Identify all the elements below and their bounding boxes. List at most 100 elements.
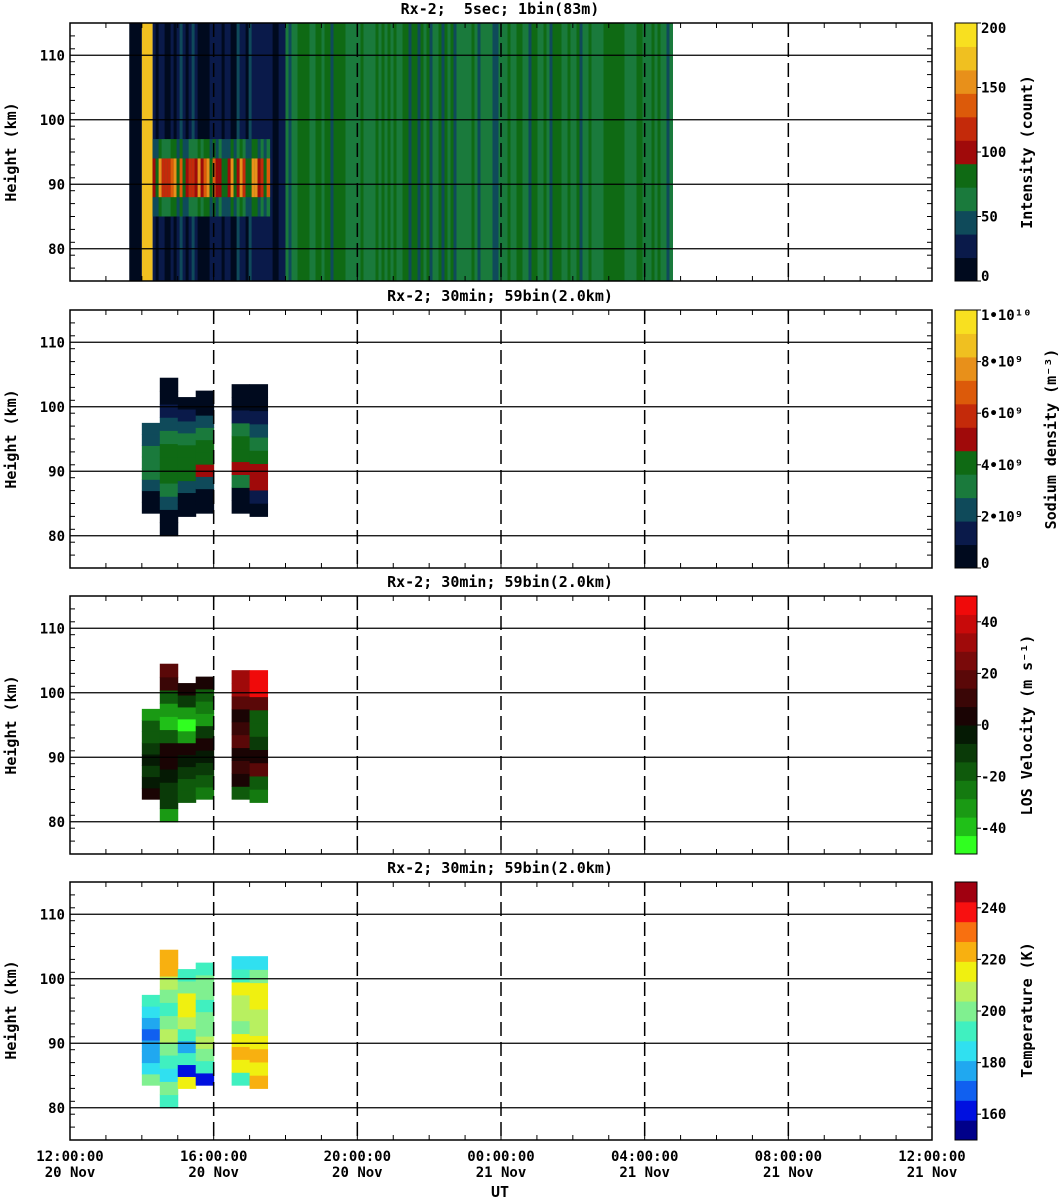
colorbar-tick-label: 0 <box>981 556 989 572</box>
intensity-streak <box>606 23 610 281</box>
data-cell <box>177 1040 197 1054</box>
sodium-layer-core <box>191 158 196 198</box>
intensity-streak <box>549 23 553 281</box>
intensity-streak <box>426 23 430 281</box>
intensity-streak <box>621 23 625 281</box>
plot-frame <box>69 22 933 282</box>
intensity-streak <box>366 23 370 281</box>
intensity-streak <box>339 23 343 281</box>
y-axis-title-sodium-density: Height (km) <box>2 389 20 488</box>
y-tick-label: 110 <box>40 621 65 637</box>
data-cell <box>159 404 179 418</box>
intensity-streak <box>552 23 556 281</box>
data-cell <box>195 1023 215 1037</box>
colorbar-segment <box>955 725 977 744</box>
data-cell <box>177 1076 197 1089</box>
y-tick-label: 110 <box>40 335 65 351</box>
y-tick-label: 80 <box>48 1101 65 1117</box>
data-cell <box>159 755 179 770</box>
x-tick-label-time: 20:00:00 <box>324 1149 391 1165</box>
data-cell <box>249 1035 269 1050</box>
intensity-streak <box>663 23 667 281</box>
sodium-layer-core <box>194 158 199 198</box>
intensity-streak <box>348 23 352 281</box>
data-cell <box>195 987 215 1000</box>
data-cell <box>159 729 179 744</box>
intensity-streak <box>351 23 355 281</box>
data-cell <box>141 490 161 503</box>
data-cell <box>231 1020 251 1035</box>
x-tick-label-date: 20 Nov <box>332 1165 383 1181</box>
sodium-layer-core <box>152 158 157 198</box>
data-cell <box>231 670 251 684</box>
data-cell <box>249 762 269 777</box>
data-cell <box>231 786 251 800</box>
y-tick-label: 90 <box>48 464 65 480</box>
data-cell <box>177 778 197 791</box>
data-cell <box>231 435 251 450</box>
data-cell <box>177 492 197 505</box>
colorbar-segment <box>955 651 977 671</box>
data-cell <box>231 1072 251 1086</box>
data-cell <box>231 760 251 774</box>
intensity-streak <box>594 23 598 281</box>
data-cell <box>159 769 179 783</box>
intensity-streak <box>624 23 628 281</box>
intensity-streak <box>303 23 307 281</box>
x-tick-label-date: 20 Nov <box>188 1165 239 1181</box>
colorbar-segment <box>955 901 977 923</box>
colorbar-tick-label: 2•10⁹ <box>981 509 1023 525</box>
x-tick-label-date: 20 Nov <box>45 1165 96 1181</box>
sodium-layer-core <box>236 158 241 198</box>
x-tick-label-date: 21 Nov <box>619 1165 670 1181</box>
y-tick-label: 110 <box>40 48 65 64</box>
intensity-streak <box>309 23 313 281</box>
colorbar-tick-label: 150 <box>981 81 1006 97</box>
data-cell <box>177 468 197 482</box>
colorbar-segment <box>955 140 977 165</box>
sodium-layer-core <box>242 158 247 198</box>
intensity-streak <box>315 23 319 281</box>
intensity-streak <box>588 23 592 281</box>
data-cell <box>249 1075 269 1089</box>
intensity-streak <box>669 23 673 281</box>
data-cell <box>159 443 179 458</box>
data-cell <box>195 500 215 514</box>
intensity-streak <box>612 23 616 281</box>
data-cell <box>231 994 251 1009</box>
data-cell <box>177 1052 197 1066</box>
y-tick-label: 100 <box>40 400 65 416</box>
y-tick-label: 80 <box>48 815 65 831</box>
y-tick-label: 100 <box>40 972 65 988</box>
colorbar-tick-label: 6•10⁹ <box>981 406 1023 422</box>
data-cell <box>159 676 179 691</box>
colorbar-tick-label: -40 <box>981 821 1006 837</box>
sodium-layer-core <box>173 158 178 198</box>
intensity-streak <box>636 23 640 281</box>
data-cell <box>249 384 269 398</box>
data-cell <box>231 500 251 514</box>
sodium-layer-core <box>227 158 232 198</box>
intensity-streak <box>504 23 508 281</box>
intensity-streak <box>288 23 292 281</box>
y-tick-label: 110 <box>40 907 65 923</box>
sodium-layer-core <box>251 158 256 198</box>
colorbar-segment <box>955 798 977 818</box>
data-cell <box>159 690 179 704</box>
intensity-streak <box>603 23 607 281</box>
intensity-streak <box>558 23 562 281</box>
data-cell <box>195 750 215 763</box>
colorbar-segment <box>955 596 977 615</box>
colorbar-tick-label: 20 <box>981 666 998 682</box>
intensity-streak <box>573 23 577 281</box>
y-tick-label: 100 <box>40 686 65 702</box>
intensity-streak <box>281 23 286 281</box>
data-cell <box>159 1002 179 1017</box>
data-cell <box>195 402 215 416</box>
data-cell <box>177 444 197 458</box>
intensity-streak <box>342 23 346 281</box>
data-cell <box>177 432 197 446</box>
data-cell <box>141 479 161 492</box>
colorbar-segment <box>955 743 977 763</box>
